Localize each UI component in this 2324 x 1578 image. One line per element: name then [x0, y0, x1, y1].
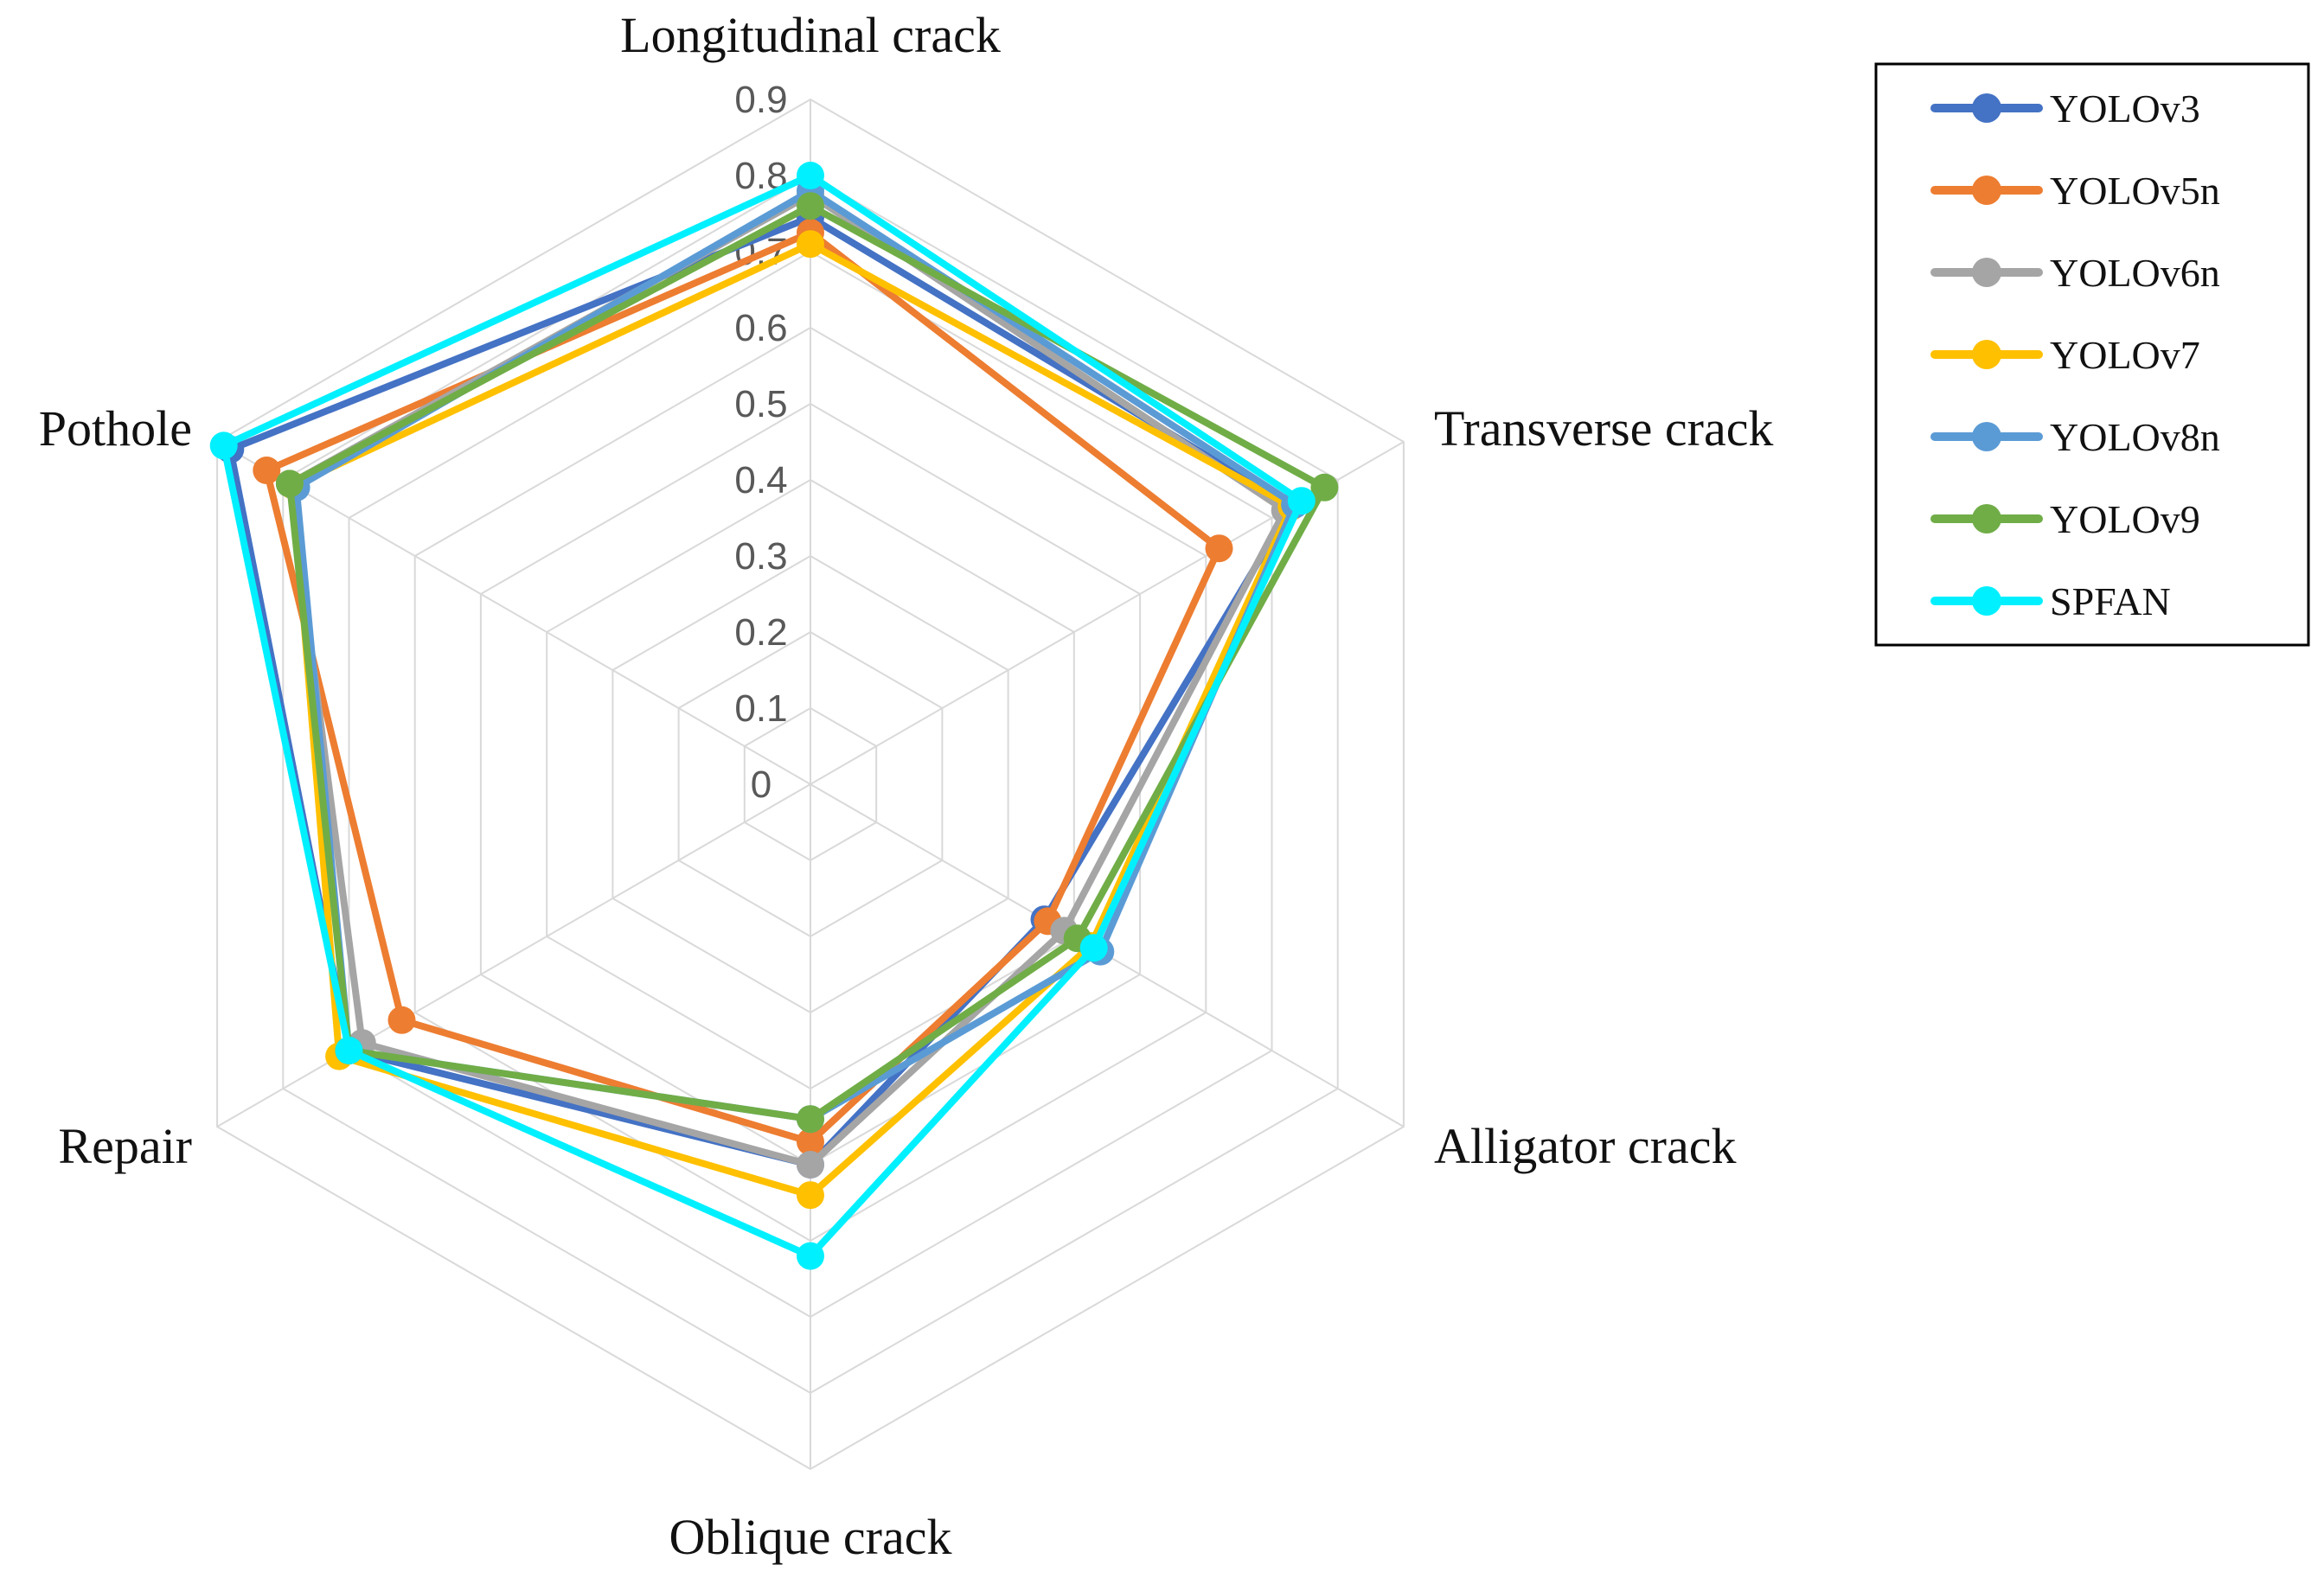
- legend-swatch-marker: [1972, 422, 2001, 451]
- series-yolov9: [275, 192, 1339, 1134]
- r-tick-label: 0.2: [734, 611, 787, 654]
- series-line: [292, 187, 1299, 1123]
- data-point: [387, 1006, 416, 1034]
- data-point: [1205, 534, 1233, 563]
- axis-spoke: [216, 441, 811, 785]
- legend-label: YOLOv7: [2050, 333, 2200, 377]
- legend-item-spfan: SPFAN: [1930, 579, 2171, 623]
- r-tick-label: 0.3: [734, 535, 787, 578]
- legend-item-yolov6n: YOLOv6n: [1930, 251, 2220, 295]
- data-point: [797, 1242, 824, 1270]
- category-label: Transverse crack: [1434, 400, 1773, 457]
- legend-item-yolov7: YOLOv7: [1930, 333, 2200, 377]
- r-tick-label: 0.6: [734, 307, 787, 349]
- legend-item-yolov9: YOLOv9: [1930, 497, 2200, 541]
- category-label: Pothole: [39, 400, 192, 457]
- category-label: Repair: [58, 1118, 192, 1174]
- data-point: [335, 1037, 363, 1064]
- data-point: [797, 1105, 824, 1134]
- data-point: [797, 162, 824, 189]
- legend-swatch-marker: [1972, 340, 2001, 369]
- category-label: Oblique crack: [669, 1509, 952, 1565]
- legend-label: YOLOv3: [2050, 86, 2200, 131]
- legend-swatch-marker: [1972, 504, 2001, 533]
- series-spfan: [209, 162, 1316, 1270]
- series-yolov8n: [282, 176, 1309, 1134]
- legend-swatch-marker: [1972, 93, 2001, 123]
- legend-label: SPFAN: [2050, 579, 2171, 623]
- legend-label: YOLOv9: [2050, 497, 2200, 541]
- legend-swatch-marker: [1972, 176, 2001, 205]
- category-label: Alligator crack: [1434, 1118, 1736, 1174]
- category-labels: Longitudinal crack Transverse crack Alliga…: [39, 7, 1774, 1565]
- legend-item-yolov3: YOLOv3: [1930, 86, 2200, 131]
- r-tick-label: 0.1: [734, 687, 787, 730]
- legend-label: YOLOv6n: [2050, 251, 2220, 295]
- data-point: [797, 1128, 824, 1156]
- data-point: [797, 192, 824, 220]
- data-point: [797, 1181, 824, 1210]
- legend-item-yolov8n: YOLOv8n: [1930, 415, 2220, 459]
- data-point: [1310, 473, 1339, 502]
- r-tick-label: 0.9: [734, 79, 787, 121]
- axis-spoke: [216, 783, 811, 1128]
- legend-label: YOLOv5n: [2050, 169, 2220, 213]
- data-point: [797, 230, 824, 259]
- category-label: Longitudinal crack: [620, 7, 1001, 63]
- legend-label: YOLOv8n: [2050, 415, 2220, 459]
- data-point: [209, 431, 238, 460]
- data-point: [275, 470, 304, 498]
- legend-swatch-marker: [1972, 258, 2001, 287]
- r-tick-label: 0: [751, 763, 771, 806]
- series-yolov5n: [253, 219, 1233, 1156]
- series-layer: [209, 162, 1339, 1270]
- legend: YOLOv3 YOLOv5n YOLOv6n YOLOv7 YOLOv8n YOLOv9 S…: [1874, 62, 2310, 647]
- data-point: [253, 457, 281, 484]
- r-tick-label: 0.4: [734, 459, 787, 502]
- legend-item-yolov5n: YOLOv5n: [1930, 169, 2220, 213]
- data-point: [1079, 934, 1108, 962]
- r-tick-label: 0.5: [734, 383, 787, 425]
- data-point: [797, 1151, 824, 1179]
- data-point: [1287, 487, 1316, 515]
- legend-swatch-marker: [1972, 586, 2001, 616]
